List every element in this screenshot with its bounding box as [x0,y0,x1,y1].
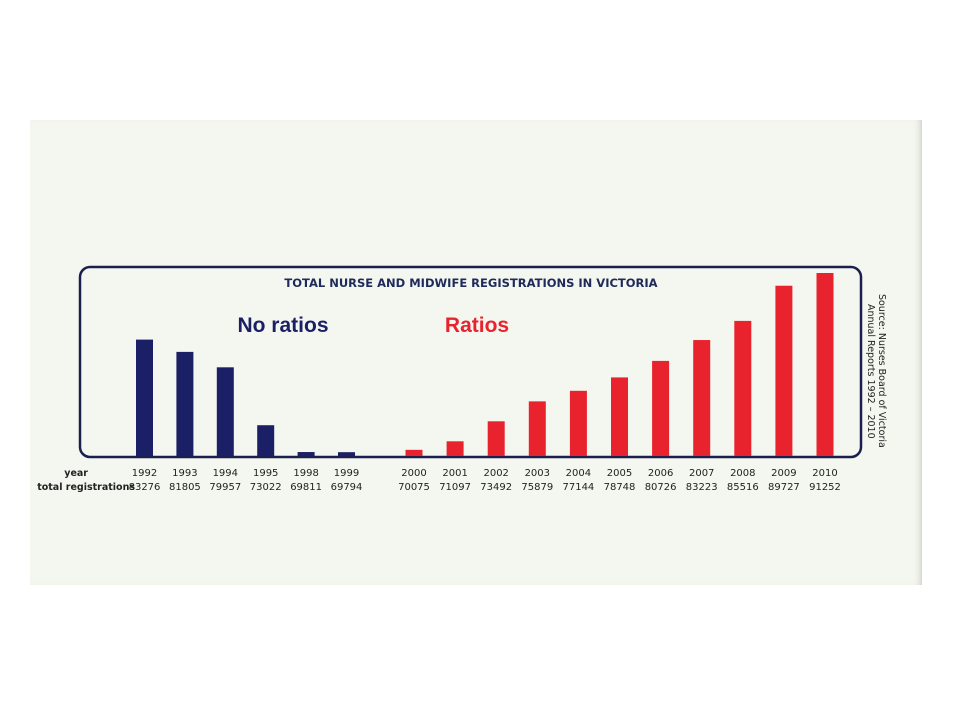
year-tick-2010: 2010 [812,468,837,479]
chart-poster: TOTAL NURSE AND MIDWIFE REGISTRATIONS IN… [30,120,922,585]
chart-frame [78,265,863,459]
year-tick-2003: 2003 [525,468,550,479]
bar-2009 [775,285,793,456]
value-label-2008: 85516 [727,482,759,493]
source-line-2: Annual Reports 1992 – 2010 [865,304,876,439]
bar-2002 [487,421,505,456]
bar-2000 [405,449,423,456]
value-label-2004: 77144 [562,482,594,493]
year-tick-1998: 1998 [293,468,318,479]
year-tick-1995: 1995 [253,468,278,479]
year-tick-2000: 2000 [401,468,426,479]
bar-2008 [734,320,752,456]
bar-2006 [652,360,670,456]
year-tick-1999: 1999 [334,468,359,479]
bar-2007 [693,340,711,456]
bar-1999 [338,452,355,456]
row-label-total-registrations: total registrations [37,482,135,493]
group-label-ratios: Ratios [445,314,509,337]
value-label-1992: 83276 [129,482,161,493]
value-label-1998: 69811 [290,482,322,493]
value-label-1993: 81805 [169,482,201,493]
year-tick-2007: 2007 [689,468,714,479]
bars-layer [136,273,834,456]
year-tick-2001: 2001 [442,468,467,479]
bar-2004 [569,390,587,456]
value-label-2010: 91252 [809,482,841,493]
value-label-2002: 73492 [480,482,512,493]
bar-chart: TOTAL NURSE AND MIDWIFE REGISTRATIONS IN… [37,265,887,493]
year-tick-1992: 1992 [132,468,157,479]
bar-2005 [611,377,628,456]
bar-2003 [528,401,546,456]
year-tick-2005: 2005 [607,468,632,479]
value-label-2009: 89727 [768,482,800,493]
value-label-1994: 79957 [209,482,241,493]
year-tick-2006: 2006 [648,468,673,479]
year-tick-2002: 2002 [483,468,508,479]
bar-2001 [446,441,464,456]
bar-1994 [216,367,234,456]
chart-title: TOTAL NURSE AND MIDWIFE REGISTRATIONS IN… [284,276,657,290]
value-label-2005: 78748 [604,482,636,493]
value-label-2007: 83223 [686,482,718,493]
source-line-1: Source: Nurses Board of Victoria [876,294,887,448]
bar-1995 [257,425,275,456]
value-label-2006: 80726 [645,482,677,493]
value-label-2001: 71097 [439,482,471,493]
bar-2010 [816,273,834,456]
value-label-2003: 75879 [521,482,553,493]
year-tick-1994: 1994 [213,468,238,479]
year-tick-2009: 2009 [771,468,796,479]
bar-1993 [176,351,194,456]
bar-1992 [136,339,153,456]
year-tick-2008: 2008 [730,468,755,479]
value-label-1999: 69794 [331,482,363,493]
row-label-year: year [64,468,88,479]
bar-1998 [297,452,315,456]
value-label-2000: 70075 [398,482,430,493]
year-tick-2004: 2004 [566,468,591,479]
year-tick-1993: 1993 [172,468,197,479]
tick-labels-layer: 1992 83276 1993 81805 1994 79957 1995 73022 1998… [129,468,841,493]
value-label-1995: 73022 [250,482,282,493]
group-label-no-ratios: No ratios [237,314,328,337]
